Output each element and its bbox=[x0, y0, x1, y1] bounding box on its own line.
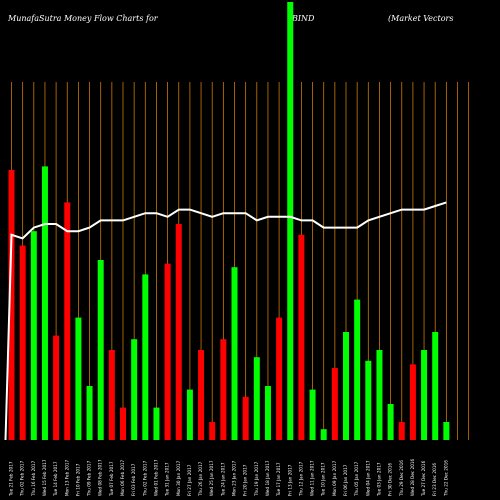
line-path bbox=[4, 201, 447, 441]
chart-title-right: (Market Vectors bbox=[388, 14, 454, 23]
bar bbox=[443, 422, 450, 440]
bar bbox=[108, 350, 115, 440]
bar bbox=[387, 404, 394, 440]
bar bbox=[164, 263, 171, 440]
x-tick-label: Tue 07 Feb 2017 bbox=[109, 461, 114, 497]
x-tick-label: Wed 15 Feb 2017 bbox=[42, 459, 47, 496]
x-tick-label: Fri 30 Dec 2016 bbox=[388, 463, 393, 496]
x-tick-label: Wed 04 Jan 2017 bbox=[365, 460, 370, 496]
x-tick-label: Wed 11 Jan 2017 bbox=[310, 460, 315, 496]
x-tick-label: Fri 03 Feb 2017 bbox=[131, 463, 136, 496]
x-tick-label: Fri 13 Jan 2017 bbox=[287, 464, 292, 496]
bar bbox=[198, 350, 205, 440]
x-tick-label: Wed 08 Feb 2017 bbox=[98, 459, 103, 496]
x-tick-label: Tue 31 Jan 2017 bbox=[165, 462, 170, 497]
x-tick-label: Tue 21 Feb 2017 bbox=[9, 461, 14, 497]
x-tick-label: Tue 10 Jan 2017 bbox=[321, 462, 326, 497]
x-tick-label: Fri 23 Dec 2016 bbox=[432, 463, 437, 496]
bar bbox=[231, 267, 238, 440]
bar bbox=[298, 234, 305, 440]
moving-average-line bbox=[4, 201, 447, 441]
x-tick-label: Tue 27 Dec 2016 bbox=[421, 460, 426, 497]
bar bbox=[131, 339, 138, 440]
bar bbox=[287, 2, 294, 440]
x-tick-label: Tue 14 Feb 2017 bbox=[53, 461, 58, 497]
bar bbox=[41, 166, 48, 440]
chart-title-left: MunafaSutra Money Flow Charts for bbox=[8, 14, 158, 23]
bar-series bbox=[8, 2, 450, 440]
bar bbox=[120, 407, 126, 440]
x-tick-label: Fri 20 Jan 2017 bbox=[243, 464, 248, 496]
x-tick-label: Thu 26 Jan 2017 bbox=[198, 461, 203, 497]
bar bbox=[320, 429, 327, 440]
bar bbox=[64, 202, 71, 440]
x-tick-label: Thu 02 Feb 2017 bbox=[142, 460, 147, 497]
bar bbox=[30, 231, 37, 440]
bar bbox=[97, 260, 104, 440]
x-tick-label: Wed 18 Jan 2017 bbox=[265, 460, 270, 496]
x-tick-label: Wed 28 Dec 2016 bbox=[410, 458, 415, 496]
bar bbox=[186, 389, 193, 440]
bar bbox=[398, 422, 405, 440]
x-tick-label: Tue 17 Jan 2017 bbox=[276, 462, 281, 497]
bar bbox=[253, 357, 260, 440]
x-tick-label: Fri 27 Jan 2017 bbox=[187, 464, 192, 496]
x-tick-label: Wed 01 Feb 2017 bbox=[153, 459, 158, 496]
x-tick-label: Mon 13 Feb 2017 bbox=[64, 459, 69, 496]
x-tick-label: Thu 12 Jan 2017 bbox=[298, 461, 303, 497]
bar bbox=[343, 332, 349, 440]
x-tick-label: Wed 25 Jan 2017 bbox=[209, 460, 214, 496]
bar bbox=[220, 339, 227, 440]
x-tick-label: Tue 24 Jan 2017 bbox=[220, 462, 225, 497]
bar bbox=[432, 332, 439, 440]
chart-title-symbol: BIND bbox=[292, 14, 315, 23]
bar bbox=[376, 350, 383, 440]
bar bbox=[242, 396, 249, 440]
bar bbox=[365, 360, 372, 440]
x-tick-label: Fri 06 Jan 2017 bbox=[343, 464, 348, 496]
x-tick-label: Mon 06 Feb 2017 bbox=[120, 459, 125, 496]
x-tick-label: Thu 22 Dec 2016 bbox=[443, 460, 448, 497]
x-tick-label: Tue 03 Jan 2017 bbox=[376, 462, 381, 497]
x-tick-label: Mon 30 Jan 2017 bbox=[176, 460, 181, 496]
bar bbox=[331, 368, 338, 440]
bar bbox=[175, 224, 182, 440]
bar bbox=[153, 407, 160, 440]
bar bbox=[264, 386, 271, 440]
bar bbox=[75, 317, 82, 440]
bar bbox=[53, 335, 60, 440]
x-tick-label: Mon 23 Jan 2017 bbox=[232, 460, 237, 496]
x-tick-label: Thu 02 Feb 2017 bbox=[20, 460, 25, 497]
bar bbox=[409, 364, 416, 440]
bar bbox=[8, 170, 15, 440]
bar bbox=[19, 245, 26, 440]
x-tick-label: Thu 19 Jan 2017 bbox=[254, 461, 259, 497]
bar bbox=[209, 422, 216, 440]
bar bbox=[86, 386, 93, 440]
x-tick-label: Thu 09 Feb 2017 bbox=[87, 460, 92, 497]
bar bbox=[354, 299, 361, 440]
x-tick-label: Mon 09 Jan 2017 bbox=[332, 460, 337, 496]
x-tick-label: Thu 16 Feb 2017 bbox=[31, 460, 36, 497]
x-tick-label: Fri 10 Feb 2017 bbox=[75, 463, 80, 496]
bar bbox=[276, 317, 283, 440]
x-tick-label: Thu 05 Jan 2017 bbox=[354, 461, 359, 497]
bar bbox=[421, 350, 428, 440]
x-axis-tick-labels: Tue 21 Feb 2017 Thu 02 Feb 2017 Thu 16 Feb… bbox=[9, 458, 449, 497]
bar bbox=[142, 274, 149, 440]
x-tick-label: Thu 29 Dec 2016 bbox=[399, 460, 404, 497]
bar bbox=[309, 389, 316, 440]
